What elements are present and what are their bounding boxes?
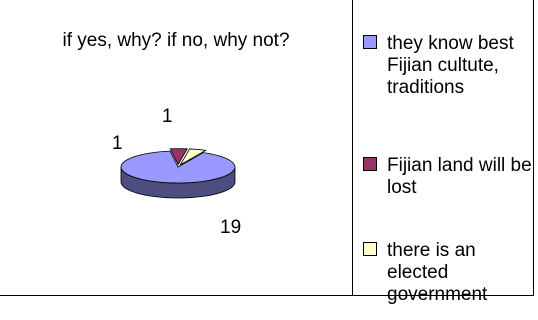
data-label-slice-2: 1 <box>162 106 173 127</box>
legend-label-slice-0: they know best Fijian cultute, tradition… <box>387 33 514 98</box>
pie-slice-0 <box>120 150 236 184</box>
legend-swatch-slice-1 <box>363 157 377 171</box>
legend-label-slice-1: Fijian land will be lost <box>387 155 532 198</box>
pie-chart <box>120 148 236 199</box>
pie-slice-1 <box>169 148 188 166</box>
legend-label-slice-2: there is an elected government <box>387 240 488 305</box>
legend-right-border <box>533 0 534 296</box>
chart-right-border <box>352 0 353 296</box>
legend-swatch-slice-2 <box>363 242 377 256</box>
pie-slice-2 <box>179 148 207 166</box>
legend-swatch-slice-0 <box>363 35 377 49</box>
chart-title: if yes, why? if no, why not? <box>62 30 290 51</box>
data-label-slice-0: 19 <box>220 217 242 238</box>
data-label-slice-1: 1 <box>112 133 123 154</box>
chart-bottom-border <box>0 295 534 296</box>
